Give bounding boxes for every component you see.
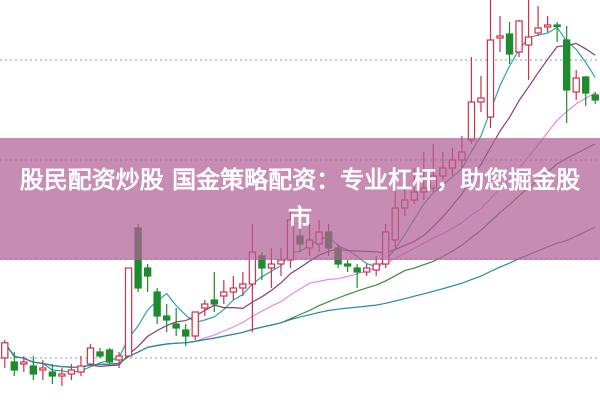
- candle-down: [162, 315, 171, 321]
- candle-down: [210, 299, 218, 305]
- candle-down: [182, 329, 190, 337]
- ma60-line: [4, 226, 596, 368]
- candle-up: [201, 303, 209, 309]
- candle-up: [524, 36, 533, 46]
- candle-up: [372, 263, 380, 271]
- candle-up: [572, 77, 580, 93]
- title-banner: 股民配资炒股 国金策略配资：专业杠杆，助您掘金股市: [0, 138, 600, 260]
- candle-down: [29, 365, 38, 375]
- candle-down: [553, 24, 561, 28]
- candle-up: [20, 361, 28, 365]
- candle-down: [143, 267, 152, 277]
- candle-up: [77, 365, 85, 373]
- candle-down: [105, 349, 114, 363]
- candle-up: [362, 267, 371, 273]
- candle-down: [591, 94, 599, 101]
- candle-up: [543, 24, 552, 28]
- candle-down: [562, 39, 571, 91]
- candle-up: [124, 267, 133, 357]
- candle-down: [153, 291, 161, 317]
- candle-down: [48, 371, 57, 377]
- candle-down: [172, 323, 180, 329]
- candle-up: [467, 101, 476, 141]
- candle-up: [220, 291, 228, 297]
- candle-down: [353, 267, 361, 273]
- ma10-line: [4, 42, 596, 368]
- candle-up: [1, 342, 9, 359]
- candle-up: [277, 259, 285, 265]
- candle-up: [229, 287, 238, 293]
- candle-up: [515, 20, 523, 53]
- candle-up: [496, 35, 504, 39]
- candle-down: [505, 33, 514, 55]
- candle-down: [10, 361, 18, 371]
- candle-up: [239, 283, 247, 289]
- candle-down: [582, 76, 590, 94]
- candle-up: [86, 347, 95, 365]
- candle-up: [486, 39, 495, 118]
- candle-down: [343, 263, 352, 267]
- candle-up: [67, 369, 76, 375]
- candle-up: [267, 263, 276, 269]
- candle-up: [477, 97, 485, 103]
- candle-up: [39, 367, 47, 371]
- article-title: 股民配资炒股 国金策略配资：专业杠杆，助您掘金股市: [19, 166, 581, 232]
- candle-up: [115, 355, 123, 361]
- candle-up: [534, 27, 542, 34]
- candle-up: [191, 311, 199, 337]
- candle-down: [96, 351, 104, 357]
- candle-up: [58, 373, 66, 377]
